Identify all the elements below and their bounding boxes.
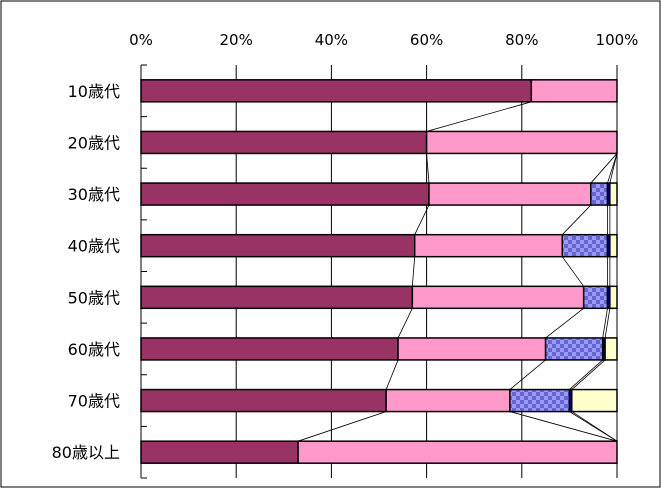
series-line	[571, 411, 618, 442]
series-line	[571, 359, 606, 390]
bar-segment	[140, 388, 387, 413]
bar-segment	[140, 337, 399, 361]
category-label: 80歳以上	[52, 443, 120, 462]
series-line	[561, 204, 592, 235]
series-line	[414, 204, 430, 235]
bar-segment	[609, 285, 618, 310]
bar-segment	[425, 130, 618, 155]
bar-segment	[140, 79, 533, 103]
category-label: 70歳代	[68, 392, 120, 411]
bar-segment	[571, 388, 618, 413]
series-line	[604, 308, 611, 339]
bar-segment	[582, 285, 609, 310]
bar-segment	[590, 182, 609, 206]
x-tick-label: 100%	[596, 31, 639, 49]
series-line	[397, 308, 413, 339]
x-tick-label: 40%	[315, 31, 348, 49]
category-label: 50歳代	[68, 288, 120, 307]
bar-segment	[609, 233, 618, 258]
x-tick-label: 60%	[410, 31, 443, 49]
bar-segment	[413, 233, 564, 258]
series-line	[569, 359, 603, 390]
series-line	[561, 256, 585, 287]
bar-segment	[140, 285, 414, 310]
series-lines-layer	[297, 101, 618, 442]
category-label: 60歳代	[68, 340, 120, 359]
bar-segment	[140, 182, 430, 206]
bar-segment	[428, 182, 592, 206]
axis-layer	[140, 64, 147, 479]
bar-segment	[544, 337, 604, 361]
bar-segment	[604, 337, 618, 361]
label-layer: 0% 20% 40% 60% 80% 100% 10歳代 20歳代 30歳代 40歳代 50歳代 60…	[52, 31, 639, 462]
series-line	[509, 411, 618, 442]
category-label: 30歳代	[68, 185, 120, 204]
category-label: 10歳代	[68, 82, 120, 101]
bar-segment	[140, 440, 299, 464]
bar-segment	[509, 388, 571, 413]
series-line	[385, 359, 399, 390]
bar-layer	[140, 79, 618, 464]
bar-segment	[561, 233, 609, 258]
bar-segment	[609, 182, 618, 206]
bar-segment	[297, 440, 618, 464]
bar-segment	[385, 388, 511, 413]
category-label: 40歳代	[68, 237, 120, 256]
category-label: 20歳代	[68, 133, 120, 152]
series-line	[426, 101, 532, 132]
series-line	[297, 411, 387, 442]
x-tick-label: 20%	[220, 31, 253, 49]
x-tick-label: 0%	[129, 31, 153, 49]
bar-segment	[140, 233, 416, 258]
bar-segment	[530, 79, 618, 103]
bar-segment	[397, 337, 547, 361]
x-tick-label: 80%	[505, 31, 538, 49]
series-line	[590, 153, 618, 184]
bar-segment	[411, 285, 585, 310]
bar-segment	[140, 130, 428, 155]
series-line	[545, 307, 584, 339]
series-line	[609, 153, 618, 184]
series-line	[602, 308, 608, 339]
series-line	[509, 359, 546, 390]
series-line	[426, 153, 430, 184]
series-line	[411, 256, 416, 287]
